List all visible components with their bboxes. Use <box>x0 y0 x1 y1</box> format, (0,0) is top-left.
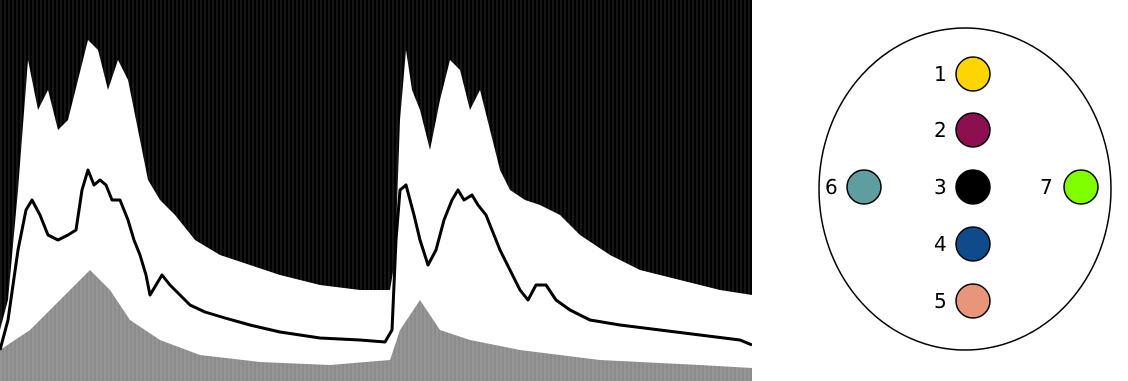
electrode-1-dot <box>955 56 991 92</box>
electrode-1-label: 1 <box>934 62 947 86</box>
electrode-4-label: 4 <box>934 232 947 256</box>
electrode-4: 4 <box>934 226 991 262</box>
electrode-3: 3 <box>934 169 991 205</box>
electrode-7-dot <box>1063 169 1099 205</box>
electrode-map: 1 2 3 4 5 6 7 <box>818 27 1112 351</box>
spectral-streak-texture <box>0 0 752 381</box>
electrode-4-dot <box>955 226 991 262</box>
electrode-5: 5 <box>934 283 991 319</box>
electrode-1: 1 <box>934 56 991 92</box>
envelope-trace <box>0 168 752 351</box>
electrode-2-dot <box>955 112 991 148</box>
electrode-3-dot <box>955 169 991 205</box>
electrode-7: 7 <box>1040 169 1099 205</box>
electrode-2-label: 2 <box>934 118 947 142</box>
spectrogram-panel <box>0 0 752 381</box>
electrode-6-label: 6 <box>825 175 838 199</box>
electrode-2: 2 <box>934 112 991 148</box>
electrode-3-label: 3 <box>934 175 947 199</box>
electrode-6-dot <box>846 169 882 205</box>
electrode-5-label: 5 <box>934 289 947 313</box>
electrode-5-dot <box>955 283 991 319</box>
electrode-6: 6 <box>825 169 882 205</box>
electrode-7-label: 7 <box>1040 175 1053 199</box>
